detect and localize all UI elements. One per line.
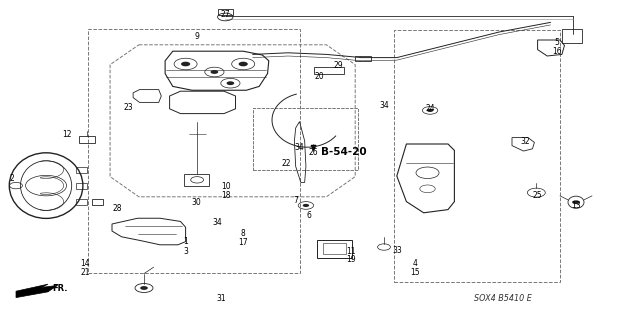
Bar bbox=[394, 30, 560, 282]
Text: 3: 3 bbox=[183, 247, 188, 256]
Bar bbox=[253, 108, 358, 170]
Text: FR.: FR. bbox=[52, 284, 68, 293]
Bar bbox=[76, 183, 87, 189]
Text: 25: 25 bbox=[532, 191, 543, 200]
Bar bbox=[317, 240, 352, 258]
Text: SOX4 B5410 E: SOX4 B5410 E bbox=[474, 294, 531, 303]
Text: 21: 21 bbox=[81, 268, 90, 277]
Text: 5: 5 bbox=[554, 38, 559, 47]
Text: 12: 12 bbox=[63, 130, 72, 139]
Text: B-54-20: B-54-20 bbox=[321, 147, 367, 157]
Text: 6: 6 bbox=[306, 212, 311, 220]
Text: 30: 30 bbox=[191, 198, 202, 207]
Text: 1: 1 bbox=[183, 237, 188, 246]
Text: 15: 15 bbox=[410, 268, 420, 277]
Text: 13: 13 bbox=[571, 201, 581, 210]
Circle shape bbox=[572, 200, 580, 204]
Circle shape bbox=[211, 70, 218, 74]
Text: 16: 16 bbox=[552, 47, 562, 56]
Text: 24: 24 bbox=[425, 104, 435, 113]
Text: 18: 18 bbox=[221, 191, 230, 200]
Bar bbox=[76, 199, 87, 205]
Text: 9: 9 bbox=[195, 32, 200, 41]
Text: 23: 23 bbox=[123, 103, 133, 112]
Circle shape bbox=[239, 62, 248, 66]
Text: 11: 11 bbox=[346, 247, 355, 256]
Circle shape bbox=[181, 62, 190, 66]
Text: 34: 34 bbox=[379, 101, 389, 110]
Text: 20: 20 bbox=[314, 72, 324, 81]
Text: 32: 32 bbox=[520, 137, 530, 146]
Text: 33: 33 bbox=[392, 246, 402, 255]
Text: 19: 19 bbox=[346, 255, 356, 264]
Bar bbox=[76, 167, 87, 173]
Bar bbox=[314, 67, 344, 74]
Text: 8: 8 bbox=[241, 229, 246, 238]
Bar bbox=[355, 56, 371, 61]
Circle shape bbox=[140, 286, 148, 290]
Bar bbox=[323, 243, 346, 254]
Text: 4: 4 bbox=[412, 260, 417, 268]
Text: 2: 2 bbox=[9, 174, 14, 183]
Text: 22: 22 bbox=[282, 159, 291, 168]
Text: 14: 14 bbox=[80, 259, 90, 268]
Bar bbox=[253, 108, 358, 170]
Bar bbox=[218, 9, 233, 15]
Text: 17: 17 bbox=[238, 238, 248, 247]
Bar bbox=[79, 136, 95, 143]
Circle shape bbox=[427, 109, 433, 112]
Text: 7: 7 bbox=[293, 196, 298, 204]
Text: 34: 34 bbox=[212, 218, 223, 227]
Circle shape bbox=[303, 204, 309, 207]
Text: 27: 27 bbox=[220, 10, 230, 19]
Text: 10: 10 bbox=[221, 182, 231, 191]
Bar bbox=[184, 174, 209, 186]
Bar bbox=[92, 199, 103, 205]
Text: 29: 29 bbox=[333, 61, 343, 70]
Bar bbox=[88, 29, 300, 273]
Text: 34: 34 bbox=[294, 143, 304, 152]
Polygon shape bbox=[16, 284, 58, 298]
Circle shape bbox=[227, 81, 234, 85]
Text: 28: 28 bbox=[113, 204, 122, 213]
Text: 31: 31 bbox=[216, 294, 226, 303]
Text: 26: 26 bbox=[308, 148, 319, 156]
